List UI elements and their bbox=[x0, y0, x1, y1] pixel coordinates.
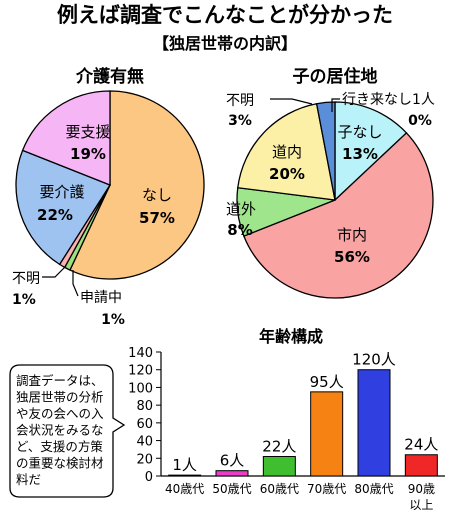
pie1-label-yokaigo: 要介護 bbox=[39, 183, 84, 201]
child-residence-pie bbox=[236, 101, 434, 299]
bar-ytick-label: 60 bbox=[136, 417, 153, 432]
bar-category-label: 70歳代 bbox=[307, 482, 346, 496]
bar-value-label: 22人 bbox=[262, 438, 296, 456]
pie2-label-fumei: 不明 bbox=[226, 93, 254, 109]
pie1-label-fumei: 不明 bbox=[12, 271, 40, 287]
bar-axes: 0 20 40 60 80 100 120 140 bbox=[128, 346, 445, 485]
pie1-slice-0 bbox=[69, 90, 205, 280]
bar-3 bbox=[310, 391, 344, 477]
page-subtitle: 【独居世帯の内訳】 bbox=[153, 34, 297, 53]
note-line: や友の会への入 bbox=[16, 406, 104, 421]
bar-2 bbox=[262, 456, 296, 477]
bar-title: 年齢構成 bbox=[259, 327, 323, 346]
pie2-leader-ikiki bbox=[331, 98, 340, 112]
bar-ytick-label: 120 bbox=[128, 364, 153, 379]
bar-marks: 1人 40歳代 6人 50歳代 22人 60歳代 95人 70歳代 120人 80歳代 24人 90歳… bbox=[165, 351, 438, 512]
note-line: 調査データは、 bbox=[16, 373, 104, 388]
bar-value-label: 24人 bbox=[404, 436, 438, 454]
pie1-label-nashi: なし bbox=[142, 186, 172, 204]
pie1-value-shinsei: 1% bbox=[101, 312, 125, 328]
page-title: 例えば調査でこんなことが分かった bbox=[57, 3, 393, 27]
pie1-title: 介護有無 bbox=[75, 66, 144, 87]
pie1-label-yoshien: 要支援 bbox=[65, 123, 110, 141]
bar-value-label: 95人 bbox=[310, 373, 344, 391]
bar-value-label: 120人 bbox=[352, 351, 396, 369]
pie2-label-shinai: 市内 bbox=[337, 226, 367, 244]
pie2-title: 子の居住地 bbox=[293, 66, 378, 87]
pie2-label-dougai: 道外 bbox=[226, 200, 256, 218]
bar-ytick-label: 20 bbox=[136, 452, 153, 467]
note-line: ど、支援の方策 bbox=[16, 439, 103, 454]
note-line: の重要な検討材 bbox=[16, 456, 104, 471]
pie1-value-fumei: 1% bbox=[12, 292, 36, 308]
pie1-leader-fumei bbox=[42, 265, 67, 278]
bar-1 bbox=[215, 470, 249, 477]
pie2-label-konashi: 子なし bbox=[337, 123, 382, 141]
pie2-slice-1 bbox=[243, 131, 434, 299]
pie1-label-shinsei: 申請中 bbox=[80, 290, 122, 306]
bar-category-label: 50歳代 bbox=[212, 482, 251, 496]
pie1-leader-shinsei bbox=[72, 270, 79, 297]
bar-ytick-label: 40 bbox=[136, 435, 153, 450]
bar-category-label: 80歳代 bbox=[354, 482, 393, 496]
pie2-slice-3 bbox=[237, 102, 336, 201]
pie1-value-yokaigo: 22% bbox=[37, 206, 73, 224]
bar-5 bbox=[404, 454, 438, 477]
bar-0 bbox=[168, 474, 202, 477]
pie2-value-dounai: 20% bbox=[269, 165, 305, 183]
care-status-pie bbox=[15, 90, 205, 280]
bar-ytick-label: 80 bbox=[136, 399, 153, 414]
pie2-slice-0 bbox=[334, 101, 408, 202]
bar-ytick-label: 0 bbox=[145, 470, 153, 485]
pie1-slice-3 bbox=[15, 149, 111, 266]
note-line: 独居世帯の分析 bbox=[16, 390, 104, 405]
pie2-value-fumei: 3% bbox=[228, 113, 252, 129]
bar-value-label: 6人 bbox=[220, 452, 245, 470]
pie2-slice-4 bbox=[315, 101, 336, 201]
pie2-label-dounai: 道内 bbox=[272, 143, 302, 161]
pie1-slice-4 bbox=[21, 90, 111, 186]
pie2-value-dougai: 8% bbox=[227, 221, 252, 239]
bar-category-label: 90歳以上 bbox=[408, 482, 435, 512]
note-line: 会状況をみるな bbox=[16, 423, 104, 438]
note-line: 料だ bbox=[16, 472, 41, 487]
pie1-value-nashi: 57% bbox=[139, 209, 175, 227]
pie2-leader-fumei bbox=[270, 98, 313, 105]
bar-4 bbox=[357, 369, 391, 477]
pie2-value-ikiki: 0% bbox=[408, 113, 432, 129]
bar-ytick-label: 100 bbox=[128, 381, 153, 396]
pie2-value-konashi: 13% bbox=[342, 145, 378, 163]
bar-ytick-label: 140 bbox=[128, 346, 153, 361]
pie1-value-yoshien: 19% bbox=[70, 145, 106, 163]
note-text: 調査データは、独居世帯の分析や友の会への入会状況をみるなど、支援の方策の重要な検… bbox=[16, 373, 104, 487]
pie2-label-ikiki: 行き来なし1人 bbox=[342, 92, 435, 108]
bar-category-label: 40歳代 bbox=[165, 482, 204, 496]
pie2-value-shinai: 56% bbox=[334, 248, 370, 266]
bar-value-label: 1人 bbox=[172, 456, 197, 474]
bar-category-label: 60歳代 bbox=[260, 482, 299, 496]
note-callout bbox=[9, 364, 126, 498]
